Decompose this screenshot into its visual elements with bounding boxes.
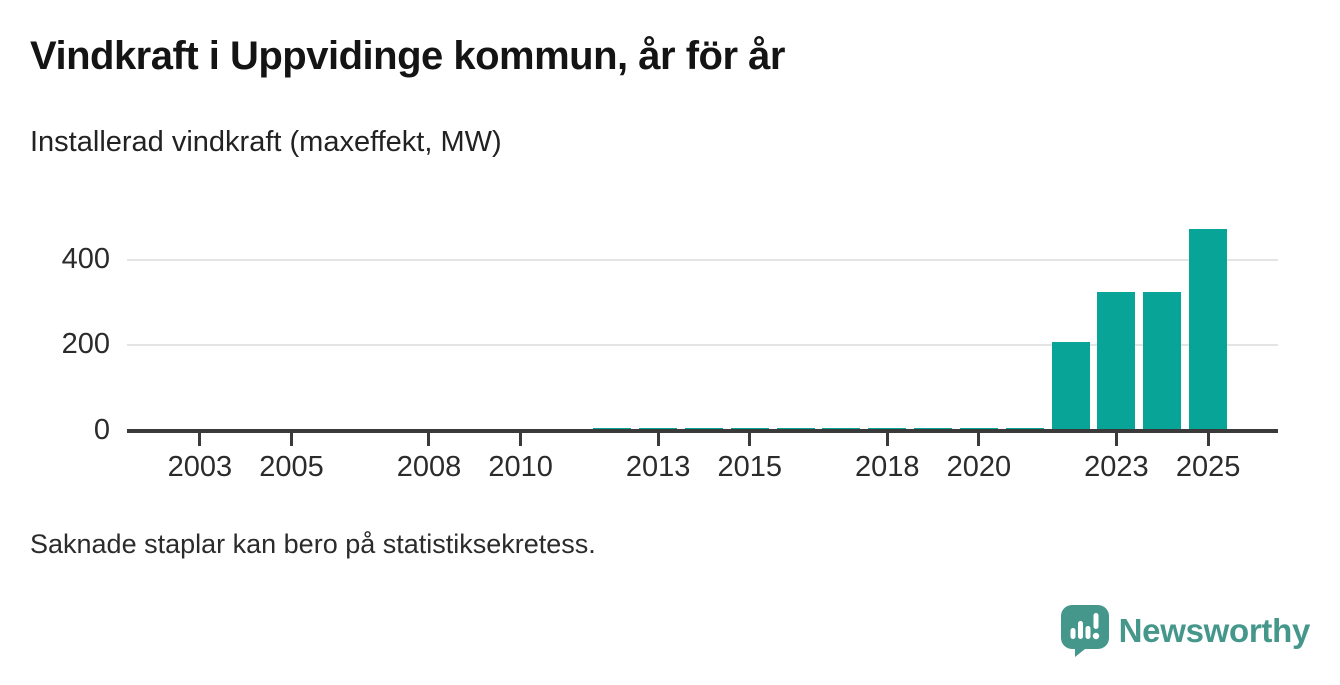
x-tick-2008 [427, 433, 431, 446]
x-tick-label-2015: 2015 [717, 451, 783, 483]
chart-subtitle: Installerad vindkraft (maxeffekt, MW) [30, 126, 502, 158]
chart-title: Vindkraft i Uppvidinge kommun, år för år [30, 34, 785, 78]
x-tick-2003 [198, 433, 202, 446]
x-tick-2005 [289, 433, 293, 446]
footnote: Saknade staplar kan bero på statistiksek… [30, 529, 596, 559]
x-axis-line [127, 429, 1278, 433]
x-tick-2015 [748, 433, 752, 446]
bar-2023 [1097, 292, 1136, 431]
x-tick-2013 [656, 433, 660, 446]
x-tick-label-2025: 2025 [1175, 451, 1241, 483]
y-axis-label-0: 0 [93, 414, 110, 446]
x-tick-2023 [1114, 433, 1118, 446]
y-axis-label-400: 400 [61, 242, 110, 275]
x-tick-2010 [519, 433, 523, 446]
x-tick-label-2020: 2020 [946, 451, 1012, 483]
bar-2024 [1143, 292, 1182, 431]
x-tick-label-2003: 2003 [167, 451, 233, 483]
x-tick-label-2023: 2023 [1084, 451, 1149, 483]
newsworthy-logo: Newsworthy [1060, 605, 1311, 657]
gridline-200 [127, 344, 1278, 347]
x-tick-label-2013: 2013 [625, 451, 691, 483]
x-tick-2018 [885, 433, 889, 446]
y-axis-label-200: 200 [61, 328, 110, 361]
bar-2022 [1051, 342, 1090, 431]
newsworthy-speech-bubble-chart-icon [1060, 605, 1109, 657]
x-tick-label-2018: 2018 [855, 451, 920, 483]
x-tick-label-2008: 2008 [396, 451, 462, 483]
newsworthy-wordmark: Newsworthy [1118, 612, 1311, 649]
x-tick-2025 [1206, 433, 1210, 446]
x-tick-label-2005: 2005 [259, 451, 324, 483]
x-tick-2020 [977, 433, 981, 446]
bar-2025 [1189, 228, 1228, 431]
gridline-400 [127, 258, 1278, 261]
x-tick-label-2010: 2010 [488, 451, 553, 483]
